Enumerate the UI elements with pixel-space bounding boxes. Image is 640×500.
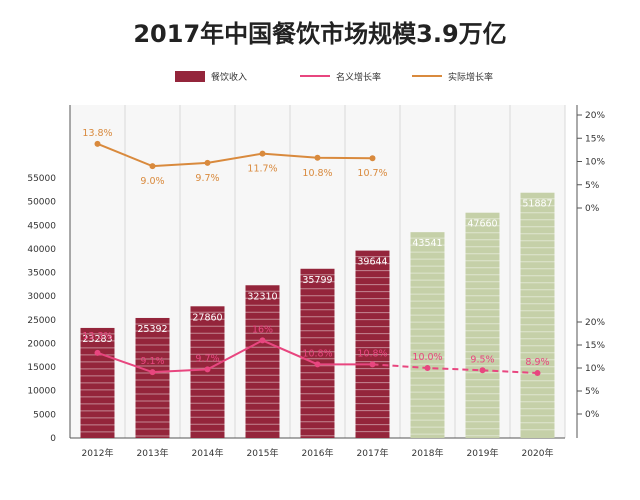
left-tick-label: 0	[50, 434, 56, 444]
right-upper-tick-label: 5%	[585, 181, 600, 191]
nominal-growth-label: 8.9%	[525, 357, 549, 368]
left-tick-label: 15000	[27, 363, 56, 373]
nominal-growth-point	[479, 367, 486, 374]
nominal-growth-label: 10.8%	[357, 348, 387, 359]
bar-value-label: 35799	[302, 275, 332, 286]
x-tick-label: 2018年	[412, 447, 444, 459]
bar	[245, 285, 280, 438]
right-lower-tick-label: 15%	[585, 341, 605, 351]
right-lower-tick-label: 10%	[585, 364, 605, 374]
data-labels: 23283 25392 27860 32310 35799 39644 43541 47660…	[82, 128, 552, 368]
right-upper-tick-label: 15%	[585, 134, 605, 144]
x-tick-label: 2020年	[522, 447, 554, 459]
real-growth-label: 10.8%	[302, 168, 332, 179]
right-lower-tick-label: 20%	[585, 318, 605, 328]
nominal-growth-label: 9.7%	[195, 353, 219, 364]
left-tick-label: 50000	[27, 198, 56, 208]
bar-value-label: 47660	[467, 219, 497, 230]
real-growth-point	[204, 159, 211, 166]
bar	[80, 327, 115, 438]
right-lower-tick-label: 0%	[585, 410, 600, 420]
left-tick-label: 5000	[33, 410, 56, 420]
legend-swatch-bar	[175, 71, 205, 82]
chart-title: 2017年中国餐饮市场规模3.9万亿	[133, 20, 506, 48]
bar-value-label: 25392	[137, 324, 167, 335]
left-tick-label: 45000	[27, 221, 56, 231]
nominal-growth-label: 10.0%	[412, 352, 442, 363]
nominal-growth-label: 16%	[252, 324, 273, 335]
real-growth-point	[314, 154, 321, 161]
bar-value-label: 43541	[412, 238, 442, 249]
real-growth-line	[97, 142, 373, 168]
real-growth-label: 10.7%	[357, 168, 387, 179]
bar	[520, 192, 555, 438]
real-growth-point	[259, 150, 266, 157]
nominal-growth-point	[149, 369, 156, 376]
nominal-growth-point	[314, 361, 321, 368]
left-tick-label: 10000	[27, 387, 56, 397]
bar-value-label: 23283	[82, 334, 112, 345]
real-growth-label: 9.0%	[140, 176, 164, 187]
left-tick-label: 30000	[27, 292, 56, 302]
nominal-growth-point	[94, 349, 101, 356]
legend-label: 餐饮收入	[211, 71, 247, 83]
nominal-growth-point	[534, 370, 541, 377]
bar-value-label: 32310	[247, 291, 277, 302]
bar	[135, 317, 170, 438]
bar-value-label: 39644	[357, 257, 387, 268]
left-tick-label: 25000	[27, 316, 56, 326]
x-tick-label: 2012年	[82, 447, 114, 459]
x-tick-label: 2013年	[137, 447, 169, 459]
real-growth-point	[369, 155, 376, 162]
x-tick-label: 2015年	[247, 447, 279, 459]
nominal-growth-forecast-line	[372, 363, 538, 375]
nominal-growth-point	[424, 365, 431, 371]
bars	[80, 192, 555, 438]
bar-value-label: 27860	[192, 312, 222, 323]
bar	[410, 232, 445, 438]
real-growth-point	[94, 140, 101, 147]
x-tick-label: 2014年	[192, 447, 224, 459]
left-tick-label: 35000	[27, 269, 56, 279]
real-growth-label: 9.7%	[195, 173, 219, 184]
real-growth-label: 13.8%	[82, 128, 112, 139]
nominal-growth-point	[204, 366, 211, 373]
x-tick-label: 2017年	[357, 447, 389, 459]
bar-value-label: 51887	[522, 199, 552, 210]
nominal-growth-line	[97, 339, 373, 374]
nominal-growth-label: 13.3%	[82, 331, 112, 342]
nominal-growth-label: 9.1%	[140, 356, 164, 367]
left-tick-label: 40000	[27, 245, 56, 255]
right-upper-tick-label: 10%	[585, 158, 605, 168]
growth-lines	[94, 140, 541, 377]
x-tick-label: 2016年	[302, 447, 334, 459]
left-tick-label: 55000	[27, 174, 56, 184]
bar	[355, 250, 390, 438]
left-tick-label: 20000	[27, 339, 56, 349]
nominal-growth-point	[259, 337, 266, 344]
bar	[300, 268, 335, 438]
nominal-growth-label: 10.8%	[302, 348, 332, 359]
legend-label: 名义增长率	[336, 71, 381, 83]
right-lower-tick-label: 5%	[585, 387, 600, 397]
right-upper-tick-label: 20%	[585, 111, 605, 121]
legend: 餐饮收入 名义增长率 实际增长率	[175, 71, 493, 83]
legend-label: 实际增长率	[448, 71, 493, 83]
nominal-growth-point	[369, 361, 376, 368]
nominal-growth-label: 9.5%	[470, 354, 494, 365]
real-growth-label: 11.7%	[247, 164, 277, 175]
real-growth-point	[149, 163, 156, 170]
x-tick-label: 2019年	[467, 447, 499, 459]
right-upper-tick-label: 0%	[585, 204, 600, 214]
bar	[465, 212, 500, 438]
